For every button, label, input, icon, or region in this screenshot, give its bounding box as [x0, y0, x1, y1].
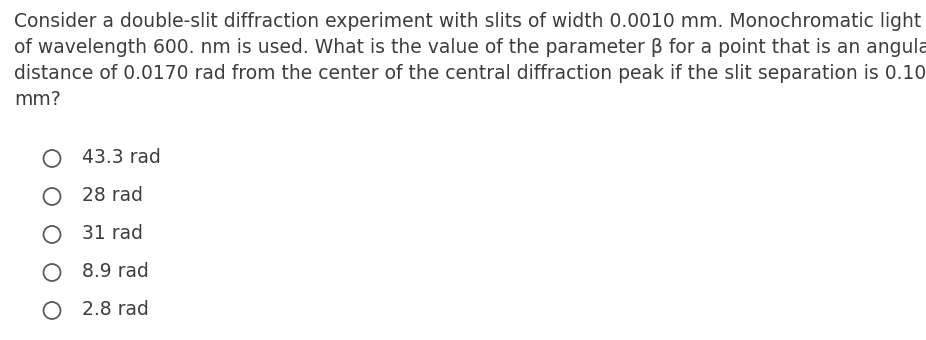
Text: 8.9 rad: 8.9 rad — [82, 262, 149, 281]
Text: Consider a double-slit diffraction experiment with slits of width 0.0010 mm. Mon: Consider a double-slit diffraction exper… — [14, 12, 921, 31]
Text: mm?: mm? — [14, 90, 61, 109]
Text: 28 rad: 28 rad — [82, 186, 143, 205]
Text: distance of 0.0170 rad from the center of the central diffraction peak if the sl: distance of 0.0170 rad from the center o… — [14, 64, 926, 83]
Text: 2.8 rad: 2.8 rad — [82, 300, 149, 319]
Text: 43.3 rad: 43.3 rad — [82, 148, 161, 167]
Text: 31 rad: 31 rad — [82, 224, 143, 243]
Text: of wavelength 600. nm is used. What is the value of the parameter β for a point : of wavelength 600. nm is used. What is t… — [14, 38, 926, 57]
